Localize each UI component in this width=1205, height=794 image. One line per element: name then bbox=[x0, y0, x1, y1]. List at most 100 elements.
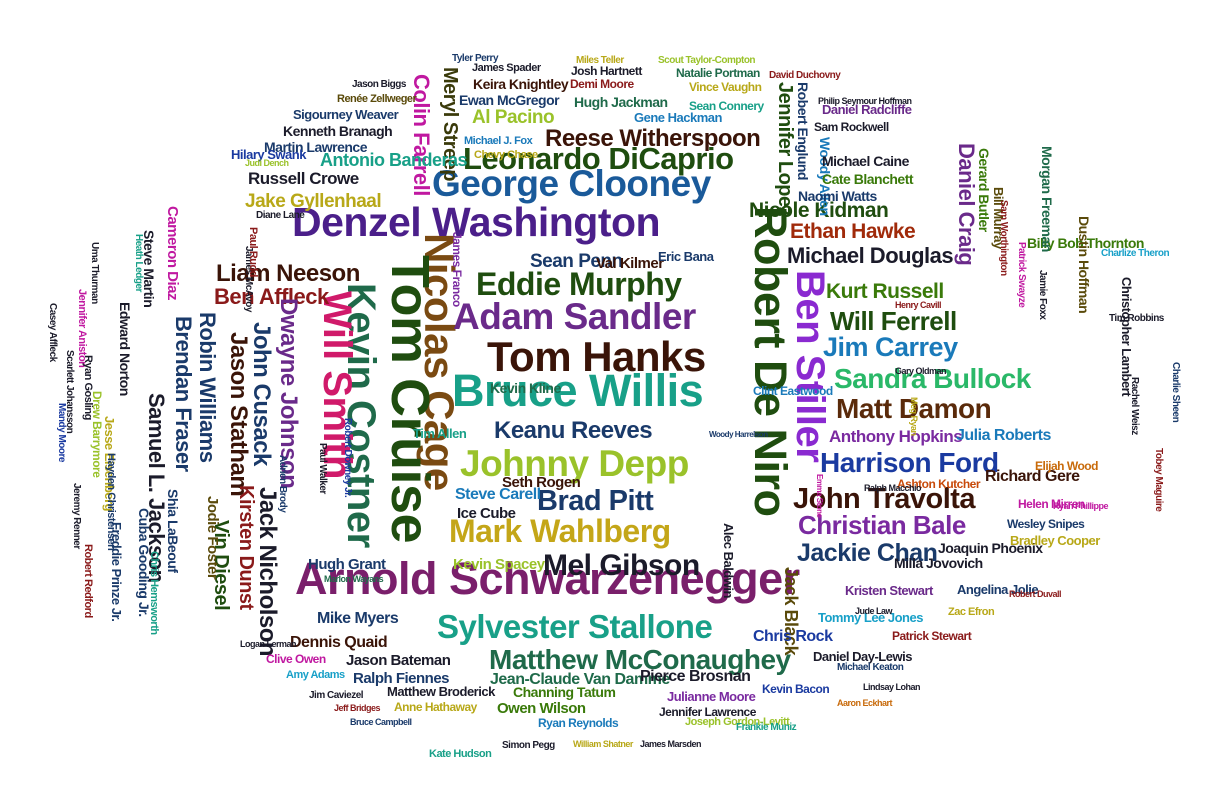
cloud-word: Aaron Eckhart bbox=[837, 698, 893, 708]
cloud-word: Dustin Hoffman bbox=[1076, 216, 1092, 314]
cloud-word: Michael J. Fox bbox=[464, 135, 533, 147]
cloud-word: Martin Lawrence bbox=[264, 139, 367, 155]
cloud-word: Jennifer Lawrence bbox=[659, 705, 756, 719]
cloud-word: Michael Caine bbox=[822, 153, 909, 169]
cloud-word: Sam Worthington bbox=[998, 200, 1009, 276]
cloud-word: Robert Redford bbox=[82, 544, 94, 618]
cloud-word: Arnold Schwarzenegger bbox=[295, 553, 800, 604]
cloud-word: Keira Knightley bbox=[473, 76, 569, 92]
cloud-word: Reese Witherspoon bbox=[545, 125, 761, 152]
cloud-word: Will Ferrell bbox=[830, 306, 957, 336]
cloud-word: Patrick Swayze bbox=[1016, 242, 1027, 308]
cloud-word: Angelina Jolie bbox=[957, 582, 1039, 597]
cloud-word: Morgan Freeman bbox=[1039, 146, 1055, 252]
cloud-word: Julianne Moore bbox=[667, 689, 756, 704]
cloud-word: Jeff Bridges bbox=[334, 703, 381, 713]
cloud-word: Anthony Hopkins bbox=[829, 427, 963, 446]
cloud-word: Kevin Kline bbox=[490, 380, 561, 396]
cloud-word: Cate Blanchett bbox=[822, 171, 914, 187]
cloud-word: Mark Wahlberg bbox=[449, 513, 671, 549]
cloud-word: Jackie Chan bbox=[797, 539, 938, 567]
cloud-word: Ashton Kutcher bbox=[897, 477, 981, 491]
cloud-word: Kate Hudson bbox=[429, 748, 492, 760]
cloud-word: Chris Hemsworth bbox=[148, 551, 160, 635]
cloud-word: Judi Dench bbox=[245, 158, 289, 168]
cloud-word: Gene Hackman bbox=[634, 110, 722, 125]
cloud-word: Bradley Cooper bbox=[1010, 533, 1100, 548]
cloud-word: Kevin Spacey bbox=[453, 556, 545, 573]
cloud-word: Sean Connery bbox=[689, 99, 764, 113]
cloud-word: Joseph Gordon-Levitt bbox=[685, 716, 790, 728]
cloud-word: Russell Crowe bbox=[248, 169, 359, 188]
cloud-word: Zac Efron bbox=[948, 606, 995, 618]
cloud-word: Scout Taylor-Compton bbox=[658, 55, 756, 66]
cloud-word: Seth Rogen bbox=[502, 474, 581, 491]
cloud-word: Daniel Day-Lewis bbox=[813, 649, 912, 664]
cloud-word: Miles Teller bbox=[576, 55, 624, 66]
cloud-word: James Franco bbox=[450, 232, 464, 307]
cloud-word: Ralph Fiennes bbox=[353, 670, 450, 687]
cloud-word: Tobey Maguire bbox=[1153, 448, 1164, 512]
cloud-word: Gary Oldman bbox=[895, 366, 947, 376]
cloud-word: Jason Biggs bbox=[352, 79, 406, 90]
cloud-word: Chris Rock bbox=[753, 628, 833, 645]
cloud-word: Mike Myers bbox=[317, 610, 399, 627]
cloud-word: Michael Douglas bbox=[787, 243, 954, 268]
cloud-word: Adrien Brody bbox=[277, 455, 288, 513]
cloud-word: Vince Vaughn bbox=[689, 80, 762, 94]
cloud-word: Natalie Portman bbox=[676, 66, 760, 80]
cloud-word: Robert Duvall bbox=[1009, 589, 1062, 599]
cloud-word: Kenneth Branagh bbox=[283, 123, 393, 139]
cloud-word: Sylvester Stallone bbox=[437, 608, 713, 645]
cloud-word: Amy Adams bbox=[286, 669, 345, 681]
cloud-word: Matthew Broderick bbox=[387, 684, 495, 699]
cloud-word: Cameron Diaz bbox=[164, 206, 181, 301]
cloud-word: Tom Cruise bbox=[380, 255, 440, 544]
cloud-word: Clive Owen bbox=[266, 652, 326, 666]
cloud-word: Clint Eastwood bbox=[753, 384, 833, 398]
cloud-word: Uma Thurman bbox=[89, 242, 100, 304]
cloud-word: Emma Stone bbox=[815, 474, 824, 518]
cloud-word: Jim Carrey bbox=[823, 332, 958, 362]
cloud-word: Sam Rockwell bbox=[814, 120, 889, 134]
cloud-word: Daniel Craig bbox=[954, 143, 979, 266]
cloud-word: James Marsden bbox=[640, 739, 702, 749]
cloud-word: Keanu Reeves bbox=[494, 417, 653, 444]
cloud-word: Josh Hartnett bbox=[571, 64, 642, 78]
cloud-word: Jason Statham bbox=[225, 332, 252, 497]
cloud-word: Jim Caviezel bbox=[309, 690, 364, 701]
cloud-word: Channing Tatum bbox=[513, 684, 616, 700]
cloud-word: Daniel Radcliffe bbox=[822, 102, 912, 117]
cloud-word: Richard Gere bbox=[985, 468, 1080, 485]
cloud-word: Brendan Fraser bbox=[171, 316, 196, 472]
cloud-word: Al Pacino bbox=[472, 107, 555, 128]
cloud-word: Denzel Washington bbox=[292, 199, 661, 245]
cloud-word: Eric Bana bbox=[658, 249, 714, 264]
cloud-word: Paul Rudd bbox=[247, 227, 259, 277]
cloud-word: David Duchovny bbox=[769, 70, 841, 81]
cloud-word: Philip Seymour Hoffman bbox=[818, 96, 912, 106]
cloud-word: Owen Wilson bbox=[497, 700, 586, 717]
cloud-word: Nicole Kidman bbox=[749, 199, 889, 222]
cloud-word: Hayden Christensen bbox=[105, 453, 117, 551]
cloud-word: Bruce Campbell bbox=[350, 717, 412, 727]
cloud-word: Hilary Swank bbox=[231, 147, 306, 162]
cloud-word: Jamie Foxx bbox=[1037, 270, 1048, 320]
cloud-word: Steve Carell bbox=[455, 486, 541, 503]
cloud-word: Anne Hathaway bbox=[394, 700, 477, 714]
cloud-word: John Cusack bbox=[248, 322, 275, 466]
cloud-word: Leonardo DiCaprio bbox=[463, 141, 734, 176]
cloud-word: Jean-Claude Van Damme bbox=[490, 671, 670, 688]
cloud-word: Ben Stiller bbox=[788, 270, 832, 463]
cloud-word: Charlie Sheen bbox=[1170, 362, 1181, 423]
cloud-word: Val Kilmer bbox=[596, 255, 664, 272]
cloud-word: Sigourney Weaver bbox=[293, 107, 399, 122]
cloud-word: Jeremy Renner bbox=[71, 483, 82, 549]
cloud-word: Helen Mirren bbox=[1018, 497, 1085, 511]
cloud-word: Robert Englund bbox=[795, 82, 811, 180]
cloud-word: Gerard Butler bbox=[976, 148, 992, 232]
cloud-word: Adam Sandler bbox=[453, 296, 696, 337]
cloud-word: Harrison Ford bbox=[820, 447, 999, 478]
cloud-word: Ben Affleck bbox=[214, 284, 329, 309]
